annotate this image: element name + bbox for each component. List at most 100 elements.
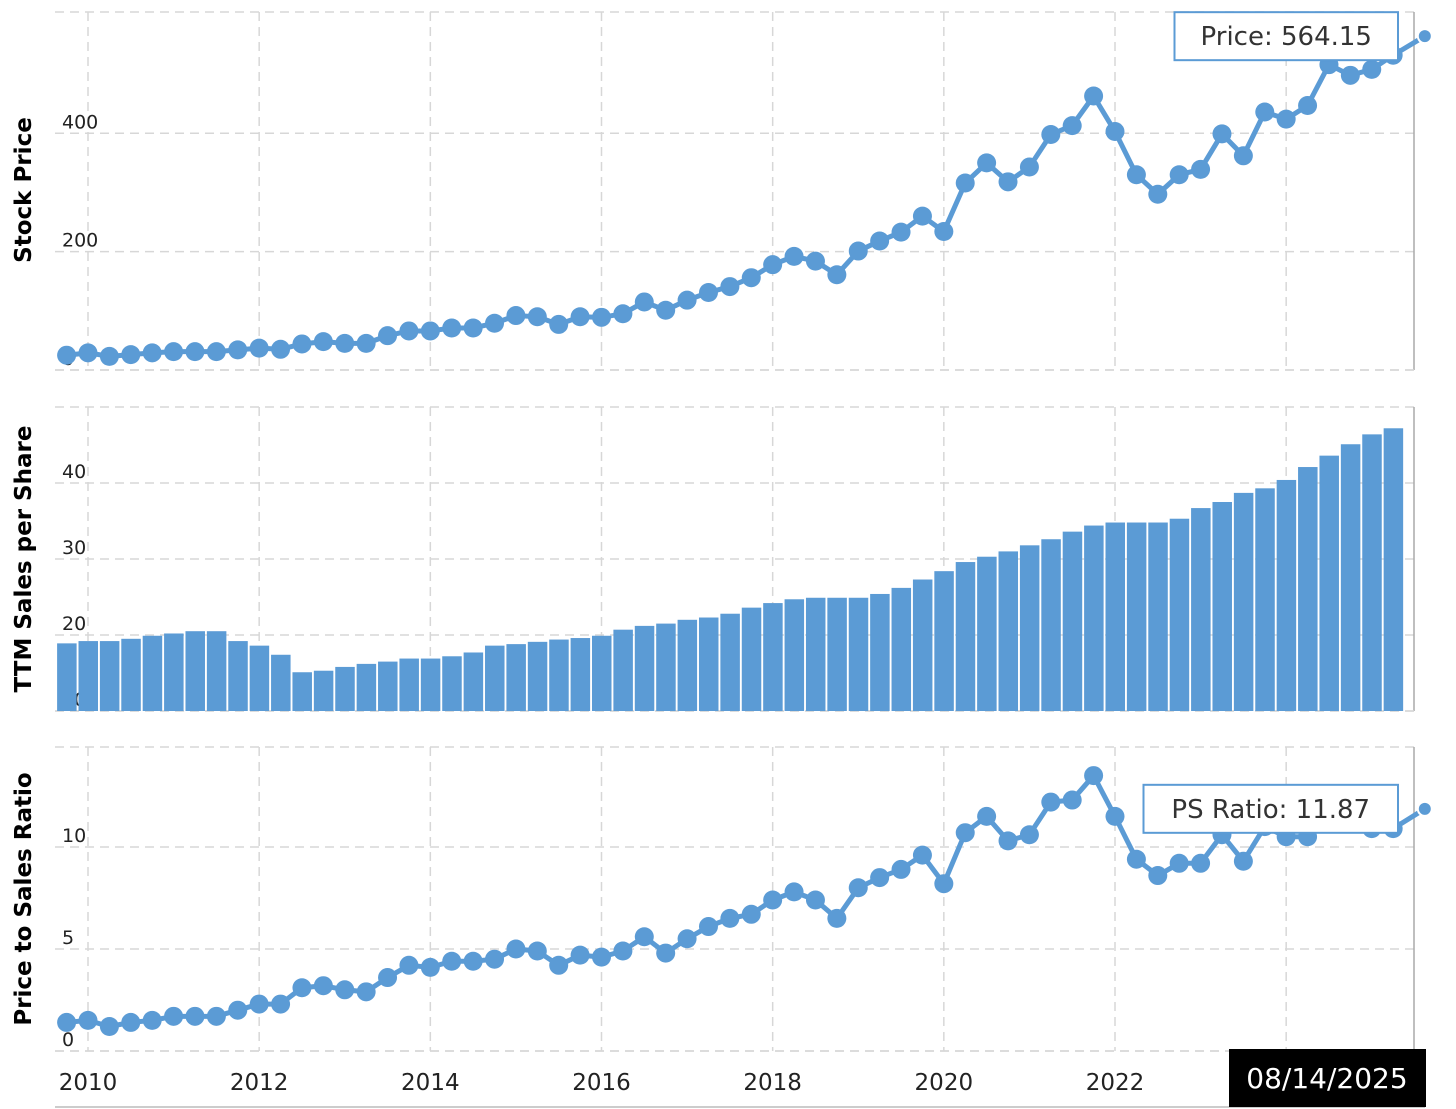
bar — [570, 638, 591, 711]
data-point — [313, 332, 333, 352]
data-point — [720, 908, 740, 928]
data-point — [420, 957, 440, 977]
data-point — [335, 980, 355, 1000]
bar — [1084, 525, 1104, 711]
data-point — [506, 306, 526, 326]
bar — [1383, 428, 1404, 711]
bar — [977, 556, 997, 711]
bar — [206, 631, 227, 711]
bar — [1319, 455, 1339, 711]
data-point — [313, 976, 333, 996]
data-point — [399, 955, 419, 975]
data-point — [1169, 165, 1189, 185]
bar — [292, 672, 312, 711]
data-point — [955, 173, 975, 193]
panel-2: 10203040TTM Sales per Share — [11, 406, 1415, 712]
bar — [399, 658, 419, 711]
data-point — [677, 290, 697, 310]
bar — [463, 652, 484, 711]
data-point — [271, 339, 291, 359]
data-point — [1233, 851, 1253, 871]
data-point — [1084, 86, 1104, 106]
tooltip-text: Price: 564.15 — [1201, 22, 1372, 52]
tooltip-box — [1142, 783, 1399, 834]
bar — [677, 619, 698, 711]
data-point — [121, 1012, 141, 1032]
bar — [1298, 467, 1318, 711]
data-point — [442, 951, 462, 971]
x-tick-label: 2020 — [915, 1070, 974, 1096]
data-point — [1126, 849, 1146, 869]
bar — [870, 593, 890, 711]
data-point — [378, 326, 398, 346]
data-point — [934, 874, 954, 894]
data-point — [1062, 116, 1082, 136]
data-point — [1019, 825, 1039, 845]
data-point — [891, 222, 911, 242]
data-point — [442, 318, 462, 338]
series-line — [66, 773, 1427, 1030]
data-point — [1169, 853, 1189, 873]
data-point — [1416, 28, 1433, 45]
x-tick-label: 2018 — [743, 1070, 802, 1096]
data-point — [1148, 184, 1168, 204]
x-tick-label: 2016 — [572, 1070, 631, 1096]
data-point — [1019, 157, 1039, 177]
y-axis-title: Price to Sales Ratio — [11, 772, 37, 1025]
data-point — [549, 314, 569, 334]
bar — [99, 641, 120, 711]
bar — [1191, 508, 1211, 711]
data-point — [271, 994, 291, 1014]
bar — [142, 635, 163, 711]
data-point — [698, 282, 718, 302]
bar — [698, 617, 719, 711]
data-point — [57, 1012, 77, 1032]
data-point — [998, 831, 1018, 851]
bar — [613, 629, 633, 711]
data-point — [1191, 159, 1211, 179]
data-point — [634, 927, 654, 947]
data-point — [1340, 65, 1360, 85]
bar — [121, 638, 141, 711]
data-point — [998, 172, 1018, 192]
data-point — [720, 277, 740, 297]
data-point — [527, 941, 547, 961]
bar — [442, 656, 462, 711]
bar — [1276, 479, 1297, 711]
data-point — [249, 994, 269, 1014]
data-point — [1084, 766, 1104, 786]
data-point — [506, 939, 526, 959]
data-point — [228, 340, 248, 360]
bar — [1255, 488, 1275, 711]
bar — [1169, 518, 1190, 711]
bar — [57, 643, 77, 711]
data-point — [527, 307, 547, 327]
y-axis-title: TTM Sales per Share — [11, 426, 37, 693]
data-point — [206, 1006, 226, 1026]
data-point — [570, 945, 590, 965]
bar — [592, 635, 612, 711]
data-point — [78, 1010, 98, 1030]
bar — [741, 607, 762, 711]
bar — [891, 587, 912, 711]
bar — [378, 661, 398, 711]
bar — [164, 633, 184, 711]
y-tick-label: 20 — [62, 613, 86, 635]
date-badge: 08/14/2025 — [1229, 1049, 1426, 1107]
y-tick-label: 40 — [62, 461, 86, 483]
data-point — [827, 265, 847, 285]
bar — [185, 631, 205, 711]
data-point — [848, 241, 868, 261]
data-point — [185, 1006, 205, 1026]
bar — [720, 613, 740, 711]
data-point — [549, 955, 569, 975]
data-point — [121, 345, 141, 365]
data-point — [99, 346, 119, 366]
data-point — [613, 304, 633, 324]
data-point — [1148, 866, 1168, 886]
y-axis-title: Stock Price — [11, 117, 37, 263]
bar — [1340, 444, 1361, 711]
data-point — [656, 943, 676, 963]
data-point — [292, 334, 312, 354]
